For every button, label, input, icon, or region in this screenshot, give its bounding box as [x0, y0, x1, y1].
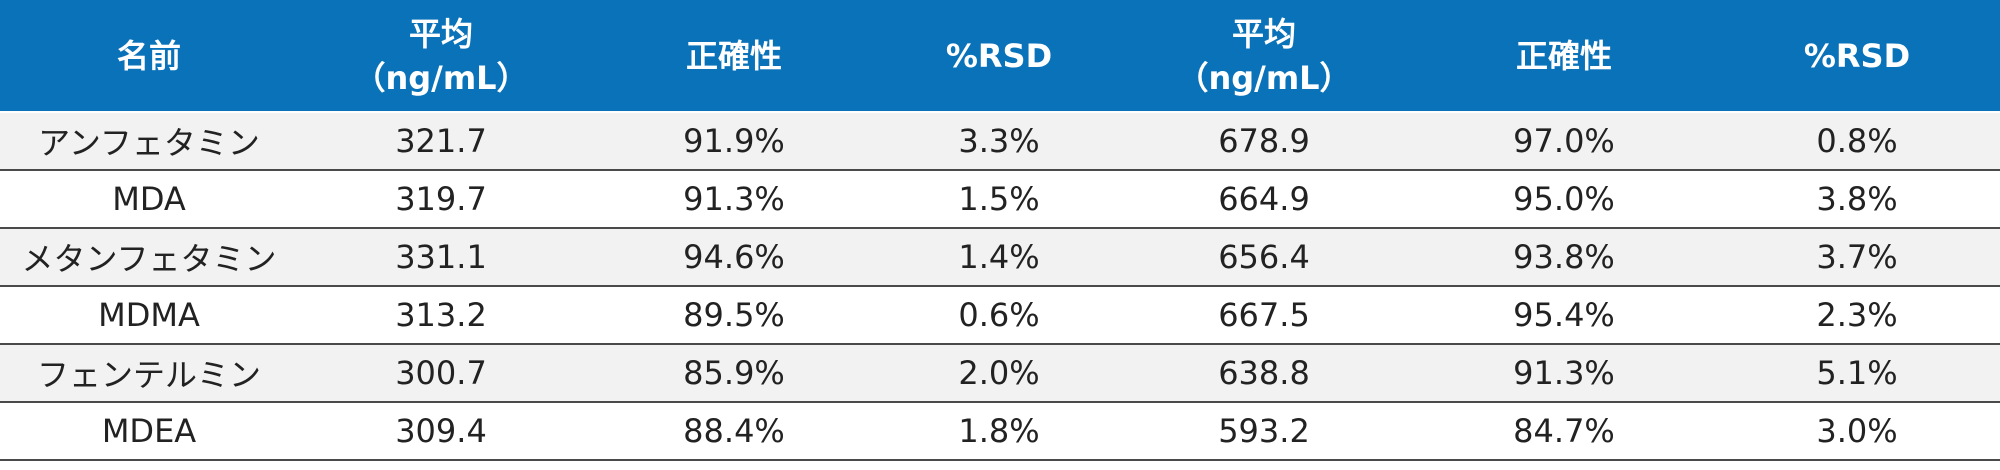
- cell-rsd-2: 3.7%: [1714, 228, 2000, 287]
- header-mean-2-unit: （ng/mL）: [1176, 58, 1352, 97]
- header-rsd-2: %RSD: [1714, 0, 2000, 112]
- cell-rsd-1: 1.8%: [884, 402, 1114, 461]
- cell-accuracy-2: 91.3%: [1414, 344, 1714, 403]
- cell-rsd-2: 5.1%: [1714, 344, 2000, 403]
- table-body: アンフェタミン 321.7 91.9% 3.3% 678.9 97.0% 0.8…: [0, 111, 2000, 461]
- cell-accuracy-1: 91.3%: [584, 170, 884, 229]
- cell-rsd-2: 2.3%: [1714, 286, 2000, 345]
- cell-mean-1: 300.7: [298, 344, 584, 403]
- header-accuracy-2-label: 正確性: [1515, 36, 1612, 75]
- cell-rsd-1: 1.4%: [884, 228, 1114, 287]
- header-rsd-2-label: %RSD: [1803, 36, 1911, 75]
- cell-rsd-1: 3.3%: [884, 111, 1114, 171]
- cell-accuracy-1: 85.9%: [584, 344, 884, 403]
- cell-name: MDMA: [0, 286, 298, 345]
- cell-accuracy-1: 91.9%: [584, 111, 884, 171]
- header-rsd-1: %RSD: [884, 0, 1114, 112]
- table-row: MDA 319.7 91.3% 1.5% 664.9 95.0% 3.8%: [0, 170, 2000, 229]
- cell-mean-2: 638.8: [1114, 344, 1414, 403]
- table-row: MDMA 313.2 89.5% 0.6% 667.5 95.4% 2.3%: [0, 286, 2000, 345]
- cell-name: メタンフェタミン: [0, 228, 298, 287]
- cell-name: アンフェタミン: [0, 111, 298, 171]
- header-mean-2-label: 平均: [1231, 14, 1296, 53]
- cell-mean-2: 667.5: [1114, 286, 1414, 345]
- cell-rsd-1: 1.5%: [884, 170, 1114, 229]
- header-accuracy-2: 正確性: [1414, 0, 1714, 112]
- cell-accuracy-2: 95.0%: [1414, 170, 1714, 229]
- table-row: アンフェタミン 321.7 91.9% 3.3% 678.9 97.0% 0.8…: [0, 111, 2000, 171]
- cell-name: MDA: [0, 170, 298, 229]
- header-mean-1: 平均 （ng/mL）: [298, 0, 584, 112]
- cell-rsd-2: 3.0%: [1714, 402, 2000, 461]
- cell-accuracy-2: 95.4%: [1414, 286, 1714, 345]
- cell-mean-2: 664.9: [1114, 170, 1414, 229]
- cell-mean-2: 678.9: [1114, 111, 1414, 171]
- cell-mean-2: 593.2: [1114, 402, 1414, 461]
- cell-mean-2: 656.4: [1114, 228, 1414, 287]
- cell-rsd-1: 0.6%: [884, 286, 1114, 345]
- cell-accuracy-2: 93.8%: [1414, 228, 1714, 287]
- header-name-label: 名前: [116, 36, 181, 75]
- cell-name: MDEA: [0, 402, 298, 461]
- cell-mean-1: 313.2: [298, 286, 584, 345]
- header-mean-2: 平均 （ng/mL）: [1114, 0, 1414, 112]
- header-mean-1-unit: （ng/mL）: [353, 58, 529, 97]
- header-accuracy-1-label: 正確性: [685, 36, 782, 75]
- cell-mean-1: 309.4: [298, 402, 584, 461]
- table-row: メタンフェタミン 331.1 94.6% 1.4% 656.4 93.8% 3.…: [0, 228, 2000, 287]
- cell-rsd-2: 0.8%: [1714, 111, 2000, 171]
- cell-mean-1: 321.7: [298, 111, 584, 171]
- cell-rsd-2: 3.8%: [1714, 170, 2000, 229]
- header-mean-1-label: 平均: [408, 14, 473, 53]
- header-row: 名前 平均 （ng/mL） 正確性 %RSD 平均 （ng/mL） 正確性 %R…: [0, 0, 2000, 112]
- cell-accuracy-2: 97.0%: [1414, 111, 1714, 171]
- table-header: 名前 平均 （ng/mL） 正確性 %RSD 平均 （ng/mL） 正確性 %R…: [0, 0, 2000, 112]
- header-rsd-1-label: %RSD: [945, 36, 1053, 75]
- cell-accuracy-2: 84.7%: [1414, 402, 1714, 461]
- cell-accuracy-1: 89.5%: [584, 286, 884, 345]
- table-row: MDEA 309.4 88.4% 1.8% 593.2 84.7% 3.0%: [0, 402, 2000, 461]
- header-name: 名前: [0, 0, 298, 112]
- cell-accuracy-1: 94.6%: [584, 228, 884, 287]
- cell-rsd-1: 2.0%: [884, 344, 1114, 403]
- cell-accuracy-1: 88.4%: [584, 402, 884, 461]
- header-accuracy-1: 正確性: [584, 0, 884, 112]
- cell-mean-1: 331.1: [298, 228, 584, 287]
- cell-mean-1: 319.7: [298, 170, 584, 229]
- table-row: フェンテルミン 300.7 85.9% 2.0% 638.8 91.3% 5.1…: [0, 344, 2000, 403]
- cell-name: フェンテルミン: [0, 344, 298, 403]
